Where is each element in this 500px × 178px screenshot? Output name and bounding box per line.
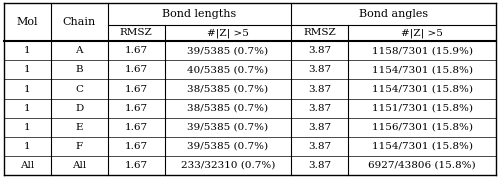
Text: 3.87: 3.87 — [308, 65, 332, 74]
Text: 40/5385 (0.7%): 40/5385 (0.7%) — [188, 65, 268, 74]
Text: 1156/7301 (15.8%): 1156/7301 (15.8%) — [372, 123, 472, 132]
Text: 1: 1 — [24, 104, 30, 113]
Text: All: All — [72, 161, 86, 170]
Text: 39/5385 (0.7%): 39/5385 (0.7%) — [188, 46, 268, 55]
Text: E: E — [76, 123, 83, 132]
Text: 1.67: 1.67 — [124, 161, 148, 170]
Text: 3.87: 3.87 — [308, 104, 332, 113]
Text: Bond lengths: Bond lengths — [162, 9, 236, 19]
Text: 3.87: 3.87 — [308, 161, 332, 170]
Text: 1154/7301 (15.8%): 1154/7301 (15.8%) — [372, 85, 472, 93]
Text: A: A — [76, 46, 83, 55]
Text: 1151/7301 (15.8%): 1151/7301 (15.8%) — [372, 104, 472, 113]
Text: 1.67: 1.67 — [124, 85, 148, 93]
Text: 38/5385 (0.7%): 38/5385 (0.7%) — [188, 85, 268, 93]
Text: #|Z| >5: #|Z| >5 — [402, 28, 443, 38]
Text: 1: 1 — [24, 65, 30, 74]
Text: 6927/43806 (15.8%): 6927/43806 (15.8%) — [368, 161, 476, 170]
Text: 233/32310 (0.7%): 233/32310 (0.7%) — [181, 161, 275, 170]
Text: RMSZ: RMSZ — [120, 28, 152, 37]
Text: D: D — [75, 104, 84, 113]
Text: 3.87: 3.87 — [308, 142, 332, 151]
Text: Chain: Chain — [62, 17, 96, 27]
Text: 39/5385 (0.7%): 39/5385 (0.7%) — [188, 123, 268, 132]
Text: 1: 1 — [24, 142, 30, 151]
Text: All: All — [20, 161, 34, 170]
Text: 3.87: 3.87 — [308, 46, 332, 55]
Text: 1: 1 — [24, 123, 30, 132]
Text: 1: 1 — [24, 46, 30, 55]
Text: 3.87: 3.87 — [308, 85, 332, 93]
Text: 39/5385 (0.7%): 39/5385 (0.7%) — [188, 142, 268, 151]
Text: C: C — [75, 85, 83, 93]
Text: 1.67: 1.67 — [124, 104, 148, 113]
Text: 1158/7301 (15.9%): 1158/7301 (15.9%) — [372, 46, 472, 55]
Text: Mol: Mol — [16, 17, 38, 27]
Text: F: F — [76, 142, 82, 151]
Text: 1154/7301 (15.8%): 1154/7301 (15.8%) — [372, 142, 472, 151]
Text: 1: 1 — [24, 85, 30, 93]
Text: 1.67: 1.67 — [124, 142, 148, 151]
Text: #|Z| >5: #|Z| >5 — [207, 28, 249, 38]
Text: 1.67: 1.67 — [124, 46, 148, 55]
Text: 3.87: 3.87 — [308, 123, 332, 132]
Text: Bond angles: Bond angles — [359, 9, 428, 19]
Text: 1.67: 1.67 — [124, 123, 148, 132]
Text: 38/5385 (0.7%): 38/5385 (0.7%) — [188, 104, 268, 113]
Text: 1154/7301 (15.8%): 1154/7301 (15.8%) — [372, 65, 472, 74]
Text: B: B — [76, 65, 83, 74]
Text: RMSZ: RMSZ — [304, 28, 336, 37]
Text: 1.67: 1.67 — [124, 65, 148, 74]
